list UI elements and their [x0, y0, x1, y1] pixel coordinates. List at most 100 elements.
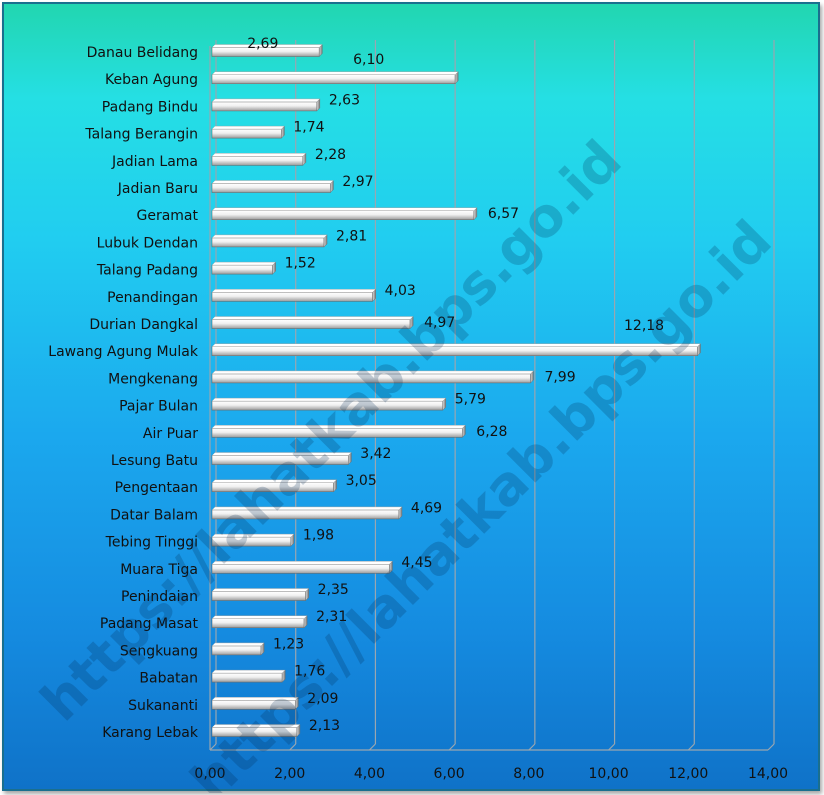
category-label: Padang Bindu — [102, 99, 198, 115]
bar-top — [211, 506, 403, 511]
bar-top — [211, 98, 321, 103]
category-label: Sengkuang — [120, 643, 198, 659]
value-label: 3,42 — [360, 446, 391, 462]
bar-top — [211, 44, 323, 48]
category-label: Lawang Agung Mulak — [48, 344, 199, 360]
bar-top — [211, 343, 701, 347]
bars — [211, 43, 701, 738]
category-label: Geramat — [136, 208, 198, 224]
bar-top — [211, 615, 308, 619]
x-tick-label: 2,00 — [274, 766, 305, 782]
value-label: 2,63 — [329, 92, 360, 108]
bar — [211, 319, 411, 329]
x-tick-label: 14,00 — [748, 766, 788, 782]
value-label: 4,97 — [424, 315, 455, 331]
value-label: 2,69 — [247, 36, 278, 52]
bar-top — [211, 370, 534, 375]
value-label: 3,05 — [346, 473, 377, 489]
category-label: Penandingan — [107, 290, 198, 306]
value-label: 1,52 — [285, 256, 316, 272]
bar — [211, 591, 306, 601]
category-label: Penindaian — [121, 589, 198, 605]
category-label: Muara Tiga — [120, 562, 198, 578]
gridline-foot — [448, 743, 456, 751]
bar-top — [211, 180, 334, 184]
category-label: Jadian Baru — [117, 181, 198, 197]
bar-chart: Danau Belidang Keban Agung Padang Bindu Tal… — [29, 36, 788, 793]
x-tick-label: 6,00 — [434, 766, 465, 782]
bar — [211, 237, 325, 248]
category-label: Air Puar — [143, 426, 198, 442]
gridline-foot — [528, 743, 536, 751]
value-label: 4,45 — [401, 555, 432, 571]
bar-top — [211, 724, 301, 728]
bar-top — [211, 479, 338, 483]
x-axis-ticks: 0,00 2,00 4,00 6,00 8,00 10,00 12,00 14,00 — [194, 766, 788, 782]
category-label: Padang Masat — [100, 616, 199, 632]
bar — [211, 183, 331, 193]
category-label: Keban Agung — [105, 72, 198, 88]
category-label: Mengkenang — [108, 371, 198, 387]
x-tick-label: 0,00 — [194, 766, 225, 782]
x-tick-label: 4,00 — [354, 766, 385, 782]
category-label: Babatan — [139, 671, 198, 687]
bar-top — [211, 669, 286, 674]
value-label: 2,13 — [309, 718, 340, 734]
x-tick-label: 10,00 — [589, 766, 629, 782]
value-label: 2,81 — [336, 228, 367, 244]
category-label: Talang Padang — [96, 263, 198, 279]
category-label: Pajar Bulan — [119, 399, 198, 415]
gridline-foot — [289, 743, 297, 751]
bar-top — [211, 289, 377, 293]
value-label: 1,23 — [273, 636, 304, 652]
bar-top — [211, 397, 447, 402]
value-label: 2,28 — [315, 147, 346, 163]
category-label: Pengentaan — [115, 480, 198, 496]
bar-top — [211, 207, 478, 211]
value-label: 6,28 — [476, 424, 507, 440]
bar-top — [211, 316, 414, 320]
value-label: 1,74 — [293, 120, 324, 136]
value-label: 12,18 — [624, 318, 664, 334]
value-label: 6,57 — [488, 206, 519, 222]
bar — [211, 291, 373, 302]
bar-top — [211, 561, 393, 565]
x-tick-label: 8,00 — [513, 766, 544, 782]
bar-top — [211, 588, 310, 592]
bar-top — [211, 71, 459, 75]
category-label: Durian Dangkal — [89, 317, 198, 333]
value-labels: 2,69 6,10 2,63 1,74 2,28 2,97 6,57 2,81 1,52 4,03… — [247, 36, 664, 734]
bar-top — [211, 153, 307, 157]
bar-top — [211, 452, 352, 456]
gridline-foot — [369, 743, 376, 751]
value-label: 7,99 — [544, 369, 575, 385]
bar-top — [211, 533, 295, 538]
value-label: 1,98 — [303, 528, 334, 544]
gridline-foot — [767, 743, 775, 751]
value-label: 4,69 — [411, 500, 442, 516]
value-label: 2,35 — [318, 582, 349, 598]
category-label: Talang Berangin — [84, 127, 198, 143]
value-label: 5,79 — [455, 392, 486, 408]
bar-top — [211, 642, 265, 647]
value-label: 2,09 — [307, 691, 338, 707]
value-label: 6,10 — [353, 52, 384, 68]
category-label: Tebing Tinggi — [105, 535, 198, 551]
bar — [211, 264, 273, 275]
bar — [211, 645, 262, 656]
category-label: Datar Balam — [110, 507, 198, 523]
category-label: Danau Belidang — [87, 45, 198, 61]
x-tick-label: 12,00 — [668, 766, 708, 782]
category-label: Sukananti — [128, 698, 198, 714]
bar-top — [211, 261, 277, 266]
gridline-foot — [608, 743, 615, 751]
category-label: Lesung Batu — [111, 453, 198, 469]
value-label: 2,31 — [316, 609, 347, 625]
gridline-foot — [687, 743, 695, 751]
bar — [211, 618, 305, 629]
value-label: 4,03 — [385, 283, 416, 299]
bar — [211, 74, 456, 84]
value-label: 2,97 — [342, 174, 373, 190]
gridline-foot — [209, 743, 217, 751]
